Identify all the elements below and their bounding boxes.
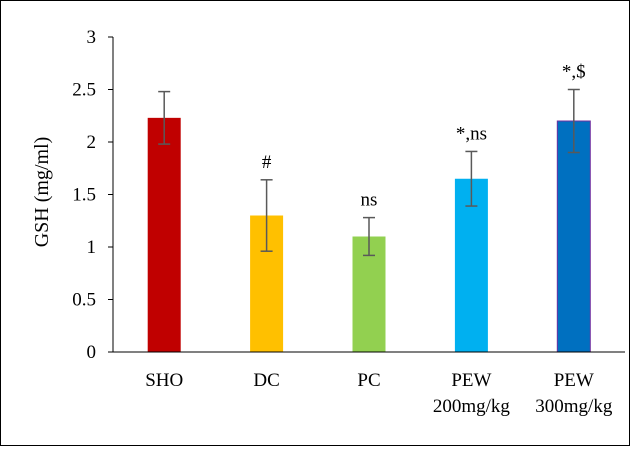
- x-tick-label-4: 300mg/kg: [535, 396, 613, 417]
- y-tick-label: 1.5: [72, 185, 96, 206]
- bar-4: [556, 120, 591, 353]
- y-tick-label: 0: [87, 342, 97, 363]
- x-tick-label-0: SHO: [145, 370, 183, 391]
- x-tick-label-4: PEW: [554, 370, 594, 391]
- x-tick-label-1: DC: [253, 370, 279, 391]
- significance-labels-group: # ns *,ns *,$: [262, 62, 586, 211]
- x-tick-label-2: PC: [357, 370, 380, 391]
- y-tick-label: 3: [87, 27, 97, 48]
- error-bars-group: [158, 88, 580, 257]
- bar-0: [147, 117, 181, 352]
- significance-label-1: #: [262, 152, 272, 173]
- y-tick-label: 1: [87, 237, 97, 258]
- y-axis: 0 0.5 1 1.5 2 2.5 3: [72, 27, 113, 363]
- x-tick-label-3: 200mg/kg: [433, 396, 511, 417]
- y-tick-label: 0.5: [72, 290, 96, 311]
- y-tick-label: 2: [87, 132, 97, 153]
- significance-label-2: ns: [361, 190, 378, 211]
- x-axis: SHO DC PC PEW 200mg/kg PEW 300mg/kg: [145, 370, 613, 417]
- y-tick-label: 2.5: [72, 80, 96, 101]
- significance-label-3: *,ns: [456, 123, 487, 144]
- y-axis-title: GSH (mg/ml): [31, 137, 53, 248]
- x-tick-label-3: PEW: [451, 370, 491, 391]
- bar-3: [454, 178, 488, 352]
- significance-label-4: *,$: [562, 62, 586, 83]
